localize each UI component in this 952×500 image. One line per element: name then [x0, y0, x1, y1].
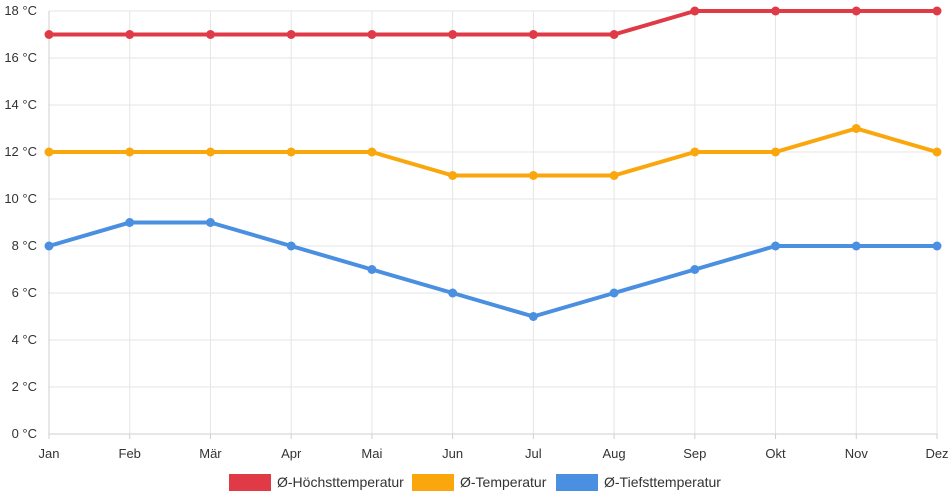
y-tick-label: 6 °C [12, 285, 37, 300]
series-line [47, 9, 939, 37]
series-0 [44, 6, 942, 39]
data-point[interactable] [528, 171, 538, 180]
legend-item[interactable]: Ø-Höchsttemperatur [229, 474, 404, 491]
x-tick-label: Mai [361, 446, 382, 461]
data-point[interactable] [286, 30, 296, 39]
legend-item[interactable]: Ø-Tiefsttemperatur [556, 474, 721, 491]
data-point[interactable] [771, 6, 781, 16]
y-tick-label: 14 °C [4, 97, 37, 112]
data-point[interactable] [690, 6, 700, 16]
legend-swatch [556, 474, 598, 491]
data-point[interactable] [286, 241, 296, 251]
data-point[interactable] [205, 218, 215, 227]
data-point[interactable] [528, 30, 538, 39]
data-point[interactable] [528, 312, 538, 321]
data-point[interactable] [690, 265, 700, 274]
x-tick-label: Feb [119, 446, 141, 461]
series-2 [44, 218, 942, 321]
data-point[interactable] [125, 147, 135, 157]
data-point[interactable] [205, 30, 215, 39]
data-point[interactable] [286, 147, 296, 157]
y-tick-label: 18 °C [4, 3, 37, 18]
data-point[interactable] [690, 147, 700, 157]
y-tick-label: 16 °C [4, 50, 37, 65]
x-tick-label: Apr [281, 446, 302, 461]
legend-swatch [229, 474, 271, 491]
data-point[interactable] [448, 288, 458, 298]
x-tick-label: Jul [525, 446, 542, 461]
data-point[interactable] [609, 171, 619, 180]
data-point[interactable] [125, 218, 135, 227]
legend-label: Ø-Höchsttemperatur [277, 474, 404, 490]
data-point[interactable] [367, 30, 377, 39]
legend-swatch [412, 474, 454, 491]
y-tick-label: 4 °C [12, 332, 37, 347]
x-tick-label: Okt [765, 446, 786, 461]
series-layer [44, 6, 942, 321]
data-point[interactable] [367, 147, 377, 157]
data-point[interactable] [771, 241, 781, 251]
y-tick-label: 0 °C [12, 426, 37, 441]
y-tick-label: 8 °C [12, 238, 37, 253]
data-point[interactable] [771, 147, 781, 157]
data-point[interactable] [851, 6, 861, 16]
data-point[interactable] [205, 147, 215, 157]
data-point[interactable] [44, 30, 54, 39]
x-tick-label: Sep [683, 446, 706, 461]
data-point[interactable] [125, 30, 135, 39]
legend-label: Ø-Tiefsttemperatur [604, 474, 721, 490]
series-1 [44, 124, 942, 180]
legend-label: Ø-Temperatur [460, 474, 547, 490]
data-point[interactable] [609, 288, 619, 298]
x-tick-label: Aug [603, 446, 626, 461]
x-tick-label: Mär [199, 446, 222, 461]
data-point[interactable] [448, 171, 458, 180]
data-point[interactable] [932, 6, 942, 16]
x-tick-label: Jan [39, 446, 60, 461]
data-point[interactable] [609, 30, 619, 39]
series-line [47, 126, 939, 178]
data-point[interactable] [367, 265, 377, 274]
data-point[interactable] [932, 241, 942, 251]
legend: Ø-Höchsttemperatur Ø-Temperatur Ø-Tiefstte… [229, 474, 721, 491]
data-point[interactable] [932, 147, 942, 157]
data-point[interactable] [44, 147, 54, 157]
data-point[interactable] [851, 124, 861, 133]
x-tick-label: Jun [442, 446, 463, 461]
data-point[interactable] [44, 241, 54, 251]
series-line [47, 220, 939, 319]
x-tick-label: Dez [925, 446, 948, 461]
x-axis: Jan Feb Mär Apr Mai Jun Jul Aug Sep Okt Nov Dez [39, 433, 949, 461]
data-point[interactable] [851, 241, 861, 251]
y-tick-label: 12 °C [4, 144, 37, 159]
x-tick-label: Nov [845, 446, 869, 461]
y-tick-label: 2 °C [12, 379, 37, 394]
legend-item[interactable]: Ø-Temperatur [412, 474, 547, 491]
data-point[interactable] [448, 30, 458, 39]
y-axis: 0 °C 2 °C 4 °C 6 °C 8 °C 10 °C 12 °C 14 °C 16 °C… [4, 3, 50, 441]
y-tick-label: 10 °C [4, 191, 37, 206]
